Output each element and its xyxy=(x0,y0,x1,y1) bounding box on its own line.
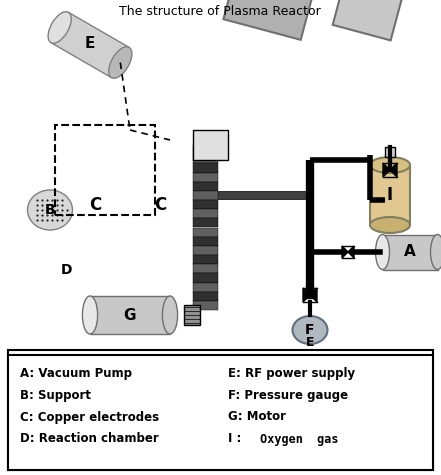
Bar xyxy=(193,228,217,237)
Bar xyxy=(193,181,217,191)
Bar xyxy=(193,154,217,163)
Bar xyxy=(193,237,217,246)
Bar xyxy=(333,0,416,40)
Bar xyxy=(370,165,410,225)
Bar xyxy=(193,301,217,310)
Ellipse shape xyxy=(82,296,97,334)
Polygon shape xyxy=(348,246,354,258)
Text: B: B xyxy=(45,203,55,217)
Bar xyxy=(193,218,217,228)
Text: The structure of Plasma Reactor: The structure of Plasma Reactor xyxy=(119,5,321,18)
Text: G: G xyxy=(124,307,136,323)
Bar xyxy=(8,355,433,470)
Text: D: Reaction chamber: D: Reaction chamber xyxy=(20,433,159,446)
Bar xyxy=(51,12,129,77)
Text: A: Vacuum Pump: A: Vacuum Pump xyxy=(20,367,132,380)
Polygon shape xyxy=(310,288,317,302)
Text: E: RF power supply: E: RF power supply xyxy=(228,367,355,380)
Bar xyxy=(193,191,217,200)
Bar xyxy=(55,125,155,215)
Bar xyxy=(90,296,170,334)
Polygon shape xyxy=(342,246,348,258)
Ellipse shape xyxy=(162,296,178,334)
Text: C: C xyxy=(154,196,166,214)
Bar xyxy=(193,200,217,209)
Text: C: C xyxy=(89,196,101,214)
Text: G: Motor: G: Motor xyxy=(228,410,286,424)
Text: I: I xyxy=(387,186,393,204)
Bar xyxy=(193,255,217,264)
Text: Oxygen  gas: Oxygen gas xyxy=(253,433,339,446)
Text: B: Support: B: Support xyxy=(20,389,91,401)
Ellipse shape xyxy=(375,235,389,269)
Bar xyxy=(217,191,310,199)
Bar xyxy=(193,292,217,301)
Bar xyxy=(224,0,327,40)
Bar xyxy=(193,172,217,181)
Ellipse shape xyxy=(292,316,328,344)
Bar xyxy=(385,147,395,157)
Polygon shape xyxy=(383,163,390,177)
FancyBboxPatch shape xyxy=(8,350,433,470)
Text: A: A xyxy=(404,245,416,259)
Ellipse shape xyxy=(370,157,410,173)
Bar xyxy=(193,130,228,160)
Ellipse shape xyxy=(109,47,132,78)
Polygon shape xyxy=(390,163,397,177)
Text: F: Pressure gauge: F: Pressure gauge xyxy=(228,389,348,401)
Bar xyxy=(193,209,217,218)
Bar xyxy=(193,273,217,283)
Ellipse shape xyxy=(48,12,71,43)
Ellipse shape xyxy=(430,235,441,269)
Text: C: Copper electrodes: C: Copper electrodes xyxy=(20,410,159,424)
Text: E: E xyxy=(85,36,95,50)
Bar xyxy=(193,246,217,255)
Bar xyxy=(193,145,217,154)
Bar xyxy=(193,283,217,292)
Bar xyxy=(193,264,217,273)
Text: D: D xyxy=(61,263,73,277)
Text: E: E xyxy=(306,336,314,350)
Text: F: F xyxy=(305,323,315,337)
Bar xyxy=(184,305,200,325)
Text: I :: I : xyxy=(228,433,246,446)
Polygon shape xyxy=(303,288,310,302)
Bar xyxy=(382,235,437,269)
Bar xyxy=(193,163,217,172)
Ellipse shape xyxy=(370,217,410,233)
Ellipse shape xyxy=(27,190,72,230)
